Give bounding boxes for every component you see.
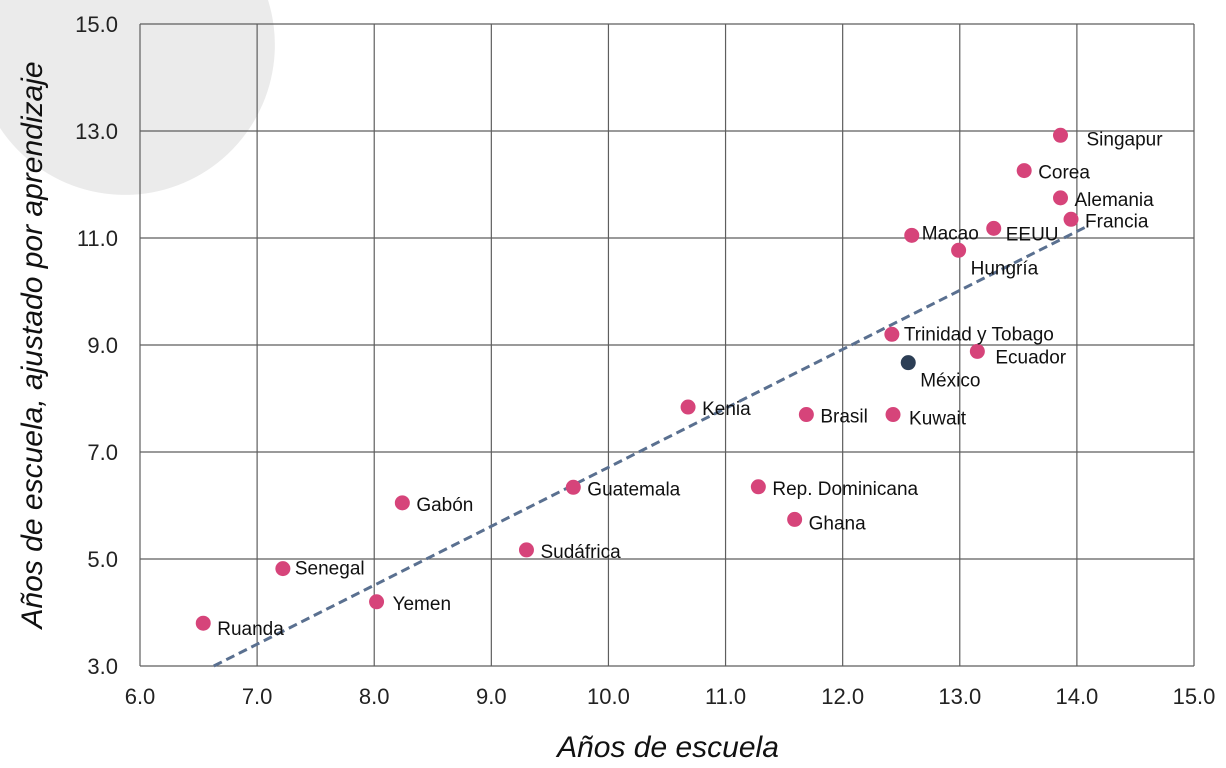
data-point	[369, 594, 385, 610]
point-label: Ecuador	[995, 347, 1066, 368]
point-label: Kuwait	[909, 409, 967, 430]
point-label: EEUU	[1006, 224, 1059, 245]
data-point	[680, 399, 696, 415]
y-tick-label: 11.0	[77, 226, 118, 251]
point-label: Sudáfrica	[540, 542, 621, 563]
data-point	[518, 542, 534, 558]
x-tick-label: 7.0	[242, 684, 273, 709]
tick-labels: 6.0 7.0 8.0 9.0 10.0 11.0 12.0 13.0 14.0 15.0 3.0 5…	[75, 12, 1215, 709]
point-label: Kenia	[702, 399, 751, 420]
x-tick-label: 11.0	[705, 684, 746, 709]
data-point	[798, 407, 814, 423]
point-label: Ruanda	[217, 619, 284, 640]
point-label: Gabón	[416, 495, 473, 516]
data-point	[750, 479, 766, 495]
data-point	[969, 343, 985, 359]
y-tick-label: 15.0	[75, 12, 118, 37]
point-label: Macao	[922, 223, 979, 244]
data-point	[787, 511, 803, 527]
x-tick-label: 6.0	[125, 684, 156, 709]
point-label: Trinidad y Tobago	[904, 324, 1054, 345]
point-labels: Ruanda Senegal Yemen Gabón Sudáfrica Guatemal…	[217, 129, 1163, 640]
grid	[139, 23, 1195, 667]
x-tick-label: 8.0	[359, 684, 390, 709]
y-tick-label: 3.0	[87, 654, 118, 679]
point-label: Yemen	[393, 594, 451, 615]
x-axis-title: Años de escuela	[555, 731, 779, 764]
x-tick-label: 14.0	[1055, 684, 1098, 709]
data-point	[1016, 163, 1032, 179]
point-label: Alemania	[1074, 190, 1154, 211]
point-label: Hungría	[971, 258, 1039, 279]
y-tick-label: 13.0	[75, 119, 118, 144]
data-point	[195, 615, 211, 631]
data-point	[885, 407, 901, 423]
data-point	[1052, 190, 1068, 206]
x-tick-label: 15.0	[1173, 684, 1216, 709]
data-points	[195, 127, 1079, 631]
data-point	[1063, 211, 1079, 227]
x-tick-label: 9.0	[476, 684, 507, 709]
data-point-highlight	[900, 355, 916, 371]
data-point	[394, 495, 410, 511]
point-label: Corea	[1038, 163, 1090, 184]
data-point	[986, 220, 1002, 236]
x-tick-label: 12.0	[821, 684, 864, 709]
decorative-circle	[0, 0, 275, 195]
y-tick-label: 9.0	[87, 333, 118, 358]
data-point	[565, 479, 581, 495]
point-label: Rep. Dominicana	[772, 479, 918, 500]
data-point	[951, 242, 967, 258]
point-label: Guatemala	[587, 479, 680, 500]
x-tick-label: 13.0	[938, 684, 981, 709]
y-axis-title: Años de escuela, ajustado por aprendizaj…	[16, 61, 49, 630]
data-point	[275, 561, 291, 577]
data-point	[904, 227, 920, 243]
point-label: Singapur	[1086, 129, 1163, 150]
trendline	[213, 225, 1086, 668]
y-tick-label: 7.0	[87, 440, 118, 465]
point-label: Brasil	[820, 407, 868, 428]
point-label: México	[920, 371, 980, 392]
point-label: Ghana	[809, 513, 866, 534]
point-label: Senegal	[295, 559, 365, 580]
y-tick-label: 5.0	[87, 547, 118, 572]
data-point	[1052, 127, 1068, 143]
point-label: Francia	[1085, 211, 1149, 232]
data-point	[884, 326, 900, 342]
trendline-layer	[213, 225, 1086, 668]
x-tick-label: 10.0	[587, 684, 630, 709]
